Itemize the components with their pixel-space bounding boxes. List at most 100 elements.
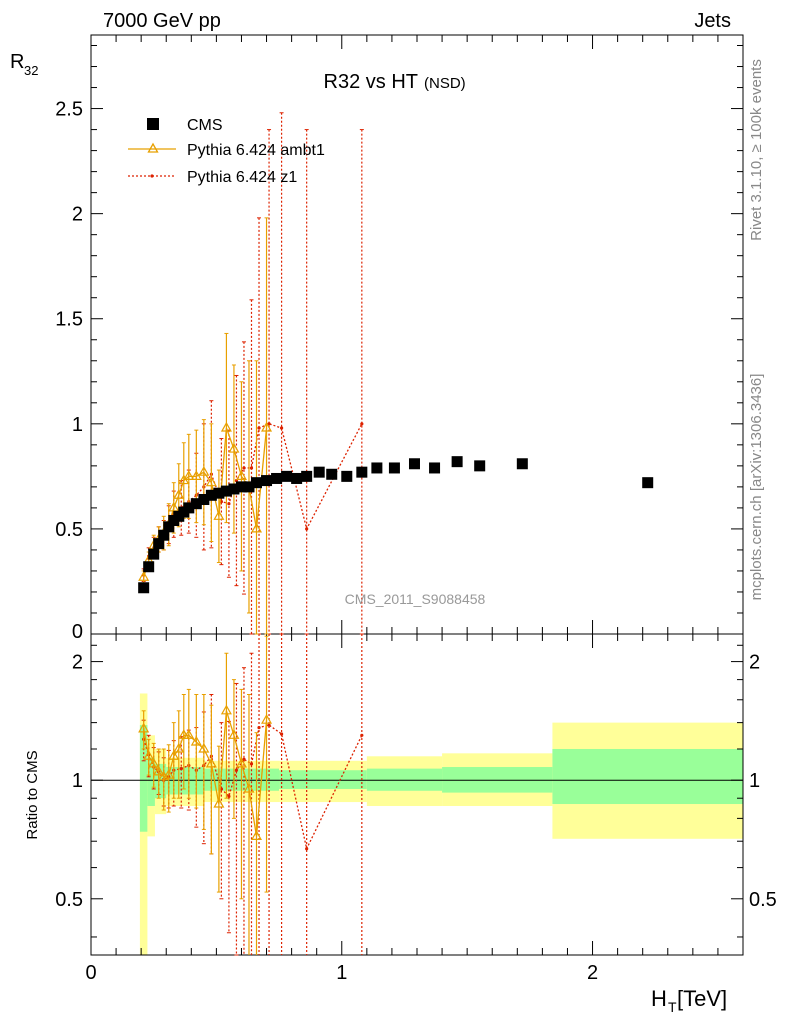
ambt1-point [261,421,273,432]
legend-marker-cms [147,118,159,130]
cms-point [341,470,353,482]
z1-point [267,422,271,426]
z1-point [227,502,231,506]
y-axis-label: R [10,51,24,73]
cms-point [213,487,225,499]
ratio-ambt1-point [261,713,273,724]
ratio-xtick-label: 2 [587,962,598,984]
x-axis-label: H [651,986,667,1011]
z1-point [279,426,284,430]
z1-point [249,466,254,470]
cms-point [281,470,293,482]
ratio-ytick-label-left: 2 [72,652,83,674]
legend-marker-ambt1 [147,142,159,153]
ratio-ambt1-point [173,742,185,753]
cms-point [183,502,195,514]
ratio-ambt1-point [143,750,155,760]
ratio-ambt1-point [198,742,210,753]
main-ytick-label: 1.5 [55,309,83,331]
main-panel-frame: 0.5 1 1.5 2 2.5 0 [55,34,744,643]
ambt1-point [173,489,185,499]
ratio-ambt1-point [243,782,255,793]
analysis-watermark: CMS_2011_S9088458 [345,591,486,607]
band-inner-0 [139,725,148,832]
cms-point [408,458,420,470]
ratio-z1-point [234,768,239,772]
z1-point [242,466,246,470]
mcplots-label: mcplots.cern.ch [arXiv:1306.3436] [748,374,765,601]
cms-point [271,472,283,484]
cms-point [148,548,160,560]
x-axis-unit: [TeV] [677,986,727,1011]
ratio-ambt1-point [220,704,232,715]
ratio-ytick-label-right: 2 [749,652,760,674]
header-left: 7000 GeV pp [103,10,221,32]
main-ytick-label: 2.5 [55,99,83,121]
cms-point [291,472,303,484]
y-axis-label-sub: 32 [24,63,38,78]
ratio-z1-point [305,847,309,851]
cms-point [138,582,150,594]
cms-point [190,498,202,510]
band-inner-8 [552,748,743,805]
legend-label-cms: CMS [187,117,223,134]
plot-title-suffix: (NSD) [424,75,466,92]
cms-point [158,529,170,541]
band-inner-5 [279,770,367,789]
band-inner-2 [154,763,167,799]
header-right: Jets [694,10,731,32]
cms-point [261,475,273,487]
ratio-axis-label: Ratio to CMS [24,750,41,839]
cms-point [205,489,217,501]
ratio-ambt1-point [168,750,180,760]
ratio-ambt1-point [138,722,150,733]
ratio-xtick-label: 1 [336,962,347,984]
main-ytick-label: 2 [72,204,83,226]
ratio-ytick-label-left: 0.5 [55,889,83,911]
rivet-label: Rivet 3.1.10, ≥ 100k events [748,59,765,241]
cms-point [220,485,232,497]
ratio-ambt1-point [228,729,240,739]
ratio-ambt1-point [153,765,165,776]
ratio-ambt1-point [163,768,175,779]
ratio-ambt1-point [205,757,217,768]
legend-label-ambt1: Pythia 6.424 ambt1 [187,142,325,159]
ratio-ytick-label-right: 1 [749,770,760,792]
ratio-ytick-label-left: 1 [72,770,83,792]
cms-point [251,477,263,489]
ambt1-point [183,470,195,480]
z1-point [360,422,364,426]
cms-point [163,521,175,533]
data-series [138,112,654,956]
ratio-ambt1-point [183,729,195,739]
plot-title: R32 vs HT [324,71,418,93]
ratio-z1-point [242,757,246,761]
ratio-ambt1-point [190,735,202,746]
legend: CMS Pythia 6.424 ambt1 Pythia 6.424 z1 [128,117,325,186]
ratio-z1-point [360,733,364,737]
cms-point [429,462,441,474]
cms-point [143,561,155,573]
ratio-xtick-label: 0 [85,962,96,984]
ratio-z1-point [249,762,254,766]
ratio-z1-point [267,723,271,727]
ambt1-point [250,522,263,533]
cms-point [243,481,255,493]
ambt1-point [220,421,232,432]
cms-point [516,458,528,470]
z1-point [257,426,261,430]
cms-point [153,538,165,550]
cms-point [326,468,338,480]
ratio-panel-frame: 0.5 0.5 1 1 2 2 0 1 2 [55,633,777,984]
x-axis-label-sub: T [668,999,677,1015]
legend-label-z1: Pythia 6.424 z1 [187,169,297,186]
cms-point [451,456,463,468]
cms-point [301,470,313,482]
ratio-ytick-label-right: 0.5 [749,889,777,911]
cms-point [228,483,240,495]
legend-marker-z1 [150,174,154,178]
uncertainty-bands [139,693,743,955]
z1-point [305,527,309,531]
ambt1-point [138,571,150,581]
